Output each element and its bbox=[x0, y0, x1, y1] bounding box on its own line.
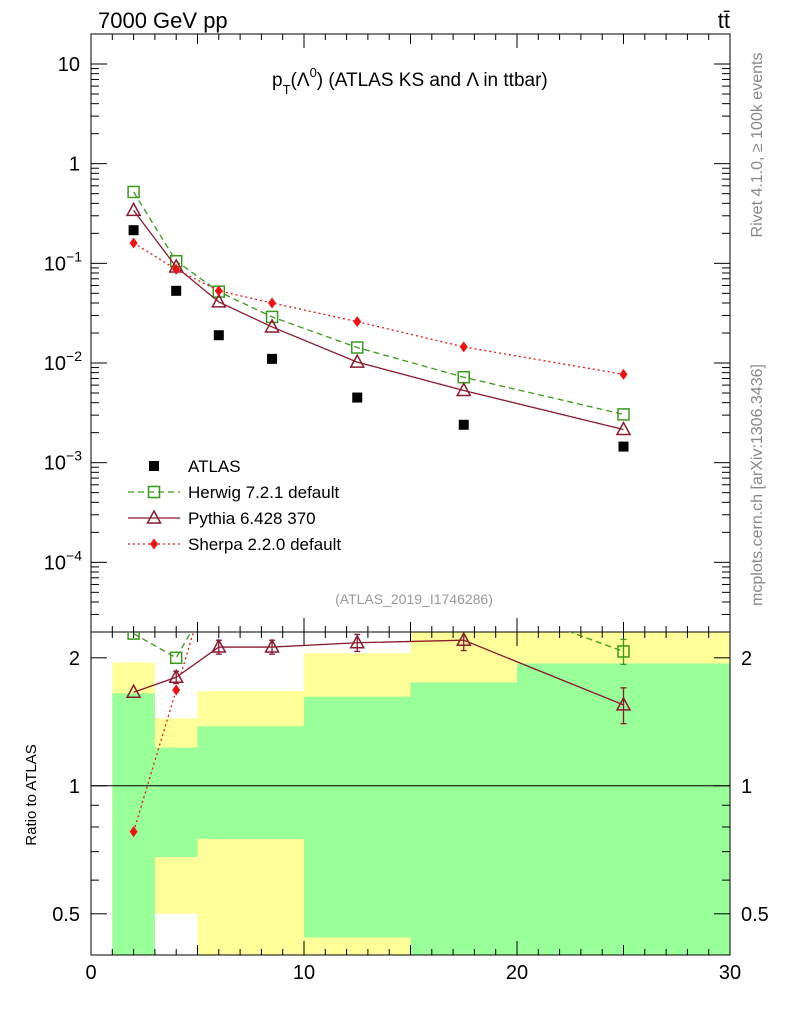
point-herwig-3 bbox=[265, 310, 279, 324]
point-herwig-6 bbox=[617, 408, 630, 421]
y-tick-label-ratio-right-1: 1 bbox=[741, 776, 752, 798]
y-tick-label-ratio-left-1: 1 bbox=[69, 776, 80, 798]
title-subscript: T bbox=[283, 82, 291, 97]
ratio-point-sherpa-0 bbox=[129, 826, 138, 838]
point-herwig-0 bbox=[127, 185, 140, 199]
x-tick-label-0: 0 bbox=[85, 962, 96, 984]
ratio-point-herwig-0 bbox=[127, 632, 140, 640]
y-tick-label-ratio-right-2: 2 bbox=[741, 648, 752, 670]
legend-marker-herwig bbox=[147, 485, 161, 499]
y-tick-label-main-1: 10−3 bbox=[44, 448, 82, 475]
point-sherpa-6 bbox=[619, 368, 628, 380]
main-panel-series bbox=[125, 185, 632, 452]
point-sherpa-2 bbox=[214, 285, 223, 297]
title-lambda: (Λ bbox=[291, 70, 310, 91]
green-band-bin-1 bbox=[154, 747, 198, 858]
analysis-id: (ATLAS_2019_I1746286) bbox=[335, 591, 493, 607]
axis-ticks bbox=[90, 33, 731, 956]
y-tick-label-main-3: 10−1 bbox=[44, 248, 82, 275]
x-tick-label-30: 30 bbox=[719, 962, 741, 984]
mcplots-label: mcplots.cern.ch [arXiv:1306.3436] bbox=[749, 364, 766, 606]
point-atlas-6 bbox=[618, 441, 629, 452]
ratio-point-herwig-2 bbox=[617, 645, 630, 658]
legend-marker-atlas bbox=[149, 461, 159, 471]
point-pythia-5 bbox=[455, 381, 472, 397]
energy-label: 7000 GeV pp bbox=[98, 8, 228, 33]
ratio-ylabel: Ratio to ATLAS bbox=[23, 744, 40, 845]
y-tick-label-main-5: 10 bbox=[58, 54, 80, 76]
ratio-point-pythia-4 bbox=[349, 634, 366, 649]
point-atlas-5 bbox=[458, 419, 469, 430]
green-band-bin-4 bbox=[410, 682, 517, 955]
ratio-point-pythia-2 bbox=[211, 638, 227, 653]
series-herwig bbox=[127, 185, 630, 421]
point-sherpa-4 bbox=[353, 316, 362, 328]
point-atlas-0 bbox=[128, 225, 139, 236]
legend-label-sherpa: Sherpa 2.2.0 default bbox=[188, 535, 341, 554]
ratio-series-pythia bbox=[125, 632, 632, 725]
main-panel-frame bbox=[90, 33, 731, 633]
legend-label-herwig: Herwig 7.2.1 default bbox=[188, 483, 339, 502]
series-atlas bbox=[128, 225, 629, 452]
title-rest: ) (ATLAS KS and Λ in ttbar) bbox=[317, 70, 548, 91]
ratio-point-sherpa-1 bbox=[172, 684, 181, 696]
point-pythia-6 bbox=[615, 420, 632, 436]
point-atlas-2 bbox=[213, 330, 224, 341]
series-line-herwig bbox=[133, 191, 624, 416]
ratio-uncertainty-bands bbox=[112, 632, 730, 955]
legend-marker-sherpa bbox=[150, 538, 158, 550]
y-tick-label-ratio-right-0: 0.5 bbox=[741, 904, 769, 926]
series-line-sherpa bbox=[133, 242, 624, 375]
ratio-point-pythia-6 bbox=[615, 696, 632, 711]
point-pythia-3 bbox=[264, 318, 280, 333]
rivet-version-label: Rivet 4.1.0, ≥ 100k events bbox=[749, 53, 766, 238]
process-label: tt̄ bbox=[718, 8, 730, 33]
legend-item-atlas: ATLAS bbox=[149, 457, 241, 476]
legend-label-pythia: Pythia 6.428 370 bbox=[188, 509, 316, 528]
point-atlas-3 bbox=[267, 353, 278, 364]
ratio-point-pythia-3 bbox=[264, 638, 280, 653]
legend-item-sherpa: Sherpa 2.2.0 default bbox=[128, 535, 341, 554]
point-sherpa-5 bbox=[459, 341, 468, 353]
plot-title: pT(Λ0) (ATLAS KS and Λ in ttbar) bbox=[272, 65, 548, 97]
green-band-bin-0 bbox=[112, 693, 155, 955]
point-sherpa-1 bbox=[172, 263, 181, 275]
ratio-panel-series bbox=[125, 632, 632, 838]
x-tick-label-10: 10 bbox=[293, 962, 315, 984]
x-tick-label-20: 20 bbox=[506, 962, 528, 984]
y-tick-label-main-2: 10−2 bbox=[44, 348, 82, 375]
point-atlas-1 bbox=[171, 285, 182, 296]
point-atlas-4 bbox=[352, 392, 363, 403]
ratio-point-herwig-1 bbox=[169, 651, 183, 665]
point-pythia-0 bbox=[125, 201, 142, 217]
title-p: p bbox=[272, 70, 283, 91]
axis-tick-labels: 0 10 20 30 10−4 10−3 10−2 10−1 1 10 0.5 0.5 1 1 2 2 bbox=[44, 54, 769, 984]
legend-item-herwig: Herwig 7.2.1 default bbox=[128, 483, 339, 502]
y-tick-label-ratio-left-2: 2 bbox=[69, 648, 80, 670]
point-sherpa-3 bbox=[268, 297, 277, 309]
point-pythia-2 bbox=[211, 293, 227, 308]
legend-item-pythia: Pythia 6.428 370 bbox=[128, 509, 316, 528]
legend-label-atlas: ATLAS bbox=[188, 457, 241, 476]
ratio-series-herwig bbox=[127, 632, 630, 666]
title-superscript: 0 bbox=[310, 65, 317, 80]
ratio-point-pythia-1 bbox=[168, 668, 184, 684]
point-sherpa-0 bbox=[129, 237, 138, 249]
green-band-bin-2 bbox=[197, 726, 304, 839]
ratio-point-pythia-0 bbox=[125, 683, 142, 698]
legend: ATLAS Herwig 7.2.1 default Pythia 6.428 37… bbox=[128, 457, 341, 554]
ratio-line-herwig-0 bbox=[133, 632, 192, 659]
ratio-point-pythia-5 bbox=[455, 632, 472, 646]
y-tick-label-ratio-left-0: 0.5 bbox=[52, 904, 80, 926]
green-band-bin-3 bbox=[304, 696, 411, 938]
series-pythia bbox=[125, 201, 632, 436]
point-herwig-4 bbox=[351, 341, 364, 354]
y-tick-label-main-0: 10−4 bbox=[44, 547, 82, 574]
series-sherpa bbox=[129, 237, 628, 380]
y-tick-label-main-4: 1 bbox=[69, 154, 80, 176]
point-pythia-4 bbox=[349, 353, 366, 368]
ratio-series-sherpa bbox=[129, 632, 195, 838]
legend-marker-pythia bbox=[146, 509, 162, 524]
